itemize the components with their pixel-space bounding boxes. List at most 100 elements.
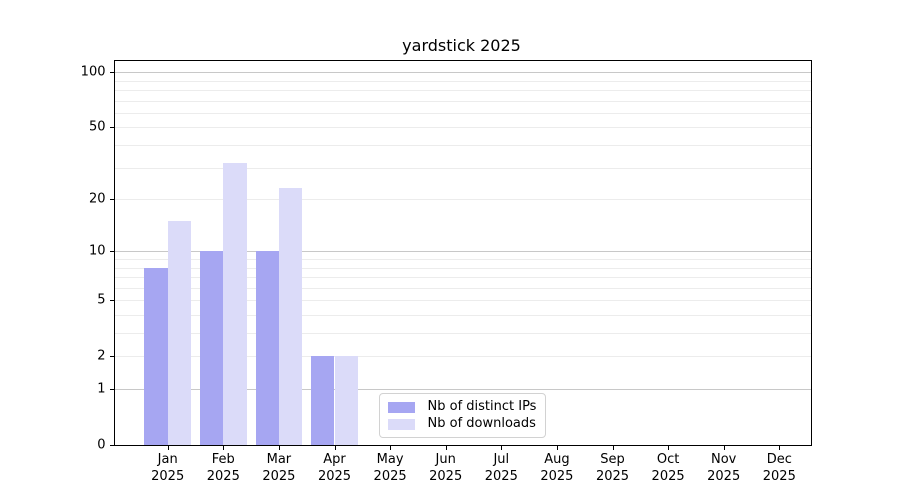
x-tick-label-mar: Mar 2025 [262, 452, 295, 485]
x-tick-label-dec: Dec 2025 [763, 452, 796, 485]
minor-gridline [114, 300, 811, 302]
y-tick-mark [109, 356, 114, 358]
y-tick-mark [109, 199, 114, 201]
minor-gridline [114, 356, 811, 358]
x-tick-year: 2025 [595, 468, 630, 484]
x-tick-mark [223, 446, 225, 450]
x-tick-month: Feb [211, 452, 235, 467]
x-tick-label-jun: Jun 2025 [429, 452, 462, 485]
y-tick-label: 1 [97, 381, 106, 397]
minor-gridline [114, 333, 811, 334]
minor-gridline [114, 90, 811, 91]
minor-gridline [114, 127, 811, 129]
bar-feb-series1 [223, 162, 247, 445]
x-tick-mark [723, 446, 725, 450]
x-tick-month: Jan [157, 452, 178, 467]
x-tick-mark [501, 446, 503, 450]
legend-swatch-downloads [387, 418, 415, 430]
x-tick-month: Nov [711, 452, 737, 467]
y-tick-label: 100 [80, 64, 106, 80]
y-tick-label: 20 [88, 191, 106, 207]
x-tick-year: 2025 [540, 468, 574, 484]
plot-area: Nb of distinct IPs Nb of downloads 0 1 2 5 1… [81, 60, 812, 484]
x-tick-month: Mar [266, 452, 292, 467]
x-tick-month: Dec [766, 452, 792, 467]
legend-entry-downloads: Nb of downloads [387, 416, 536, 431]
x-tick-year: 2025 [707, 468, 741, 484]
x-tick-mark [278, 446, 280, 450]
x-tick-label-jan: Jan 2025 [151, 452, 184, 485]
bar-mar-series0 [255, 251, 279, 445]
x-tick-month: Jul [493, 452, 510, 467]
x-tick-mark [445, 446, 447, 450]
x-tick-year: 2025 [484, 468, 518, 484]
x-tick-year: 2025 [651, 468, 685, 484]
x-tick-year: 2025 [762, 468, 796, 484]
x-tick-year: 2025 [317, 468, 352, 484]
minor-gridline [114, 145, 811, 146]
x-tick-mark [668, 446, 670, 450]
x-tick-label-oct: Oct 2025 [652, 452, 685, 485]
x-tick-month: Apr [323, 452, 346, 467]
x-tick-label-jul: Jul 2025 [485, 452, 518, 485]
y-tick-mark [109, 72, 114, 74]
minor-gridline [114, 167, 811, 169]
major-gridline [114, 72, 811, 74]
legend-entry-distinct-ips: Nb of distinct IPs [387, 399, 537, 414]
minor-gridline [114, 277, 811, 278]
x-tick-month: Jun [435, 452, 456, 467]
minor-gridline [114, 199, 811, 201]
bar-jan-series0 [144, 267, 168, 445]
x-tick-month: Aug [544, 452, 570, 467]
bar-apr-series0 [311, 356, 335, 445]
x-tick-mark [167, 446, 169, 450]
x-tick-mark [334, 446, 336, 450]
major-gridline [114, 251, 811, 253]
x-tick-year: 2025 [373, 468, 407, 484]
x-tick-year: 2025 [151, 468, 185, 484]
minor-gridline [114, 80, 811, 82]
x-tick-year: 2025 [206, 468, 240, 484]
x-tick-year: 2025 [429, 468, 463, 484]
y-tick-label: 10 [88, 243, 106, 259]
legend-swatch-distinct-ips [387, 401, 415, 413]
y-tick-mark [109, 300, 114, 302]
x-tick-mark [390, 446, 392, 450]
x-tick-year: 2025 [262, 468, 296, 484]
minor-gridline [114, 259, 811, 260]
x-tick-label-feb: Feb 2025 [207, 452, 240, 485]
x-tick-mark [556, 446, 558, 450]
legend: Nb of distinct IPs Nb of downloads [378, 393, 546, 438]
y-tick-mark [109, 445, 114, 446]
minor-gridline [114, 112, 811, 114]
bar-feb-series0 [200, 251, 224, 445]
minor-gridline [114, 100, 811, 102]
x-tick-month: Oct [656, 452, 680, 467]
x-tick-mark [612, 446, 614, 450]
minor-gridline [114, 315, 811, 316]
x-tick-mark [779, 446, 781, 450]
minor-gridline [114, 267, 811, 269]
y-tick-label: 0 [97, 437, 106, 453]
x-tick-label-may: May 2025 [374, 452, 407, 485]
x-tick-label-apr: Apr 2025 [318, 452, 351, 485]
x-tick-label-nov: Nov 2025 [707, 452, 740, 485]
x-tick-month: May [376, 452, 404, 467]
legend-label-downloads: Nb of downloads [427, 416, 536, 431]
y-tick-mark [109, 251, 114, 253]
x-tick-month: Sep [600, 452, 625, 467]
minor-gridline [114, 287, 811, 289]
x-tick-label-aug: Aug 2025 [540, 452, 573, 485]
y-tick-label: 50 [88, 119, 106, 135]
y-tick-mark [109, 389, 114, 390]
bar-mar-series1 [278, 188, 303, 445]
legend-label-distinct-ips: Nb of distinct IPs [427, 399, 537, 414]
x-tick-label-sep: Sep 2025 [596, 452, 629, 485]
bar-apr-series1 [334, 356, 358, 445]
y-tick-label: 5 [97, 292, 106, 308]
chart-title: yardstick 2025 [402, 36, 521, 55]
y-tick-label: 2 [97, 348, 106, 364]
y-tick-mark [109, 127, 114, 129]
major-gridline [114, 389, 811, 390]
